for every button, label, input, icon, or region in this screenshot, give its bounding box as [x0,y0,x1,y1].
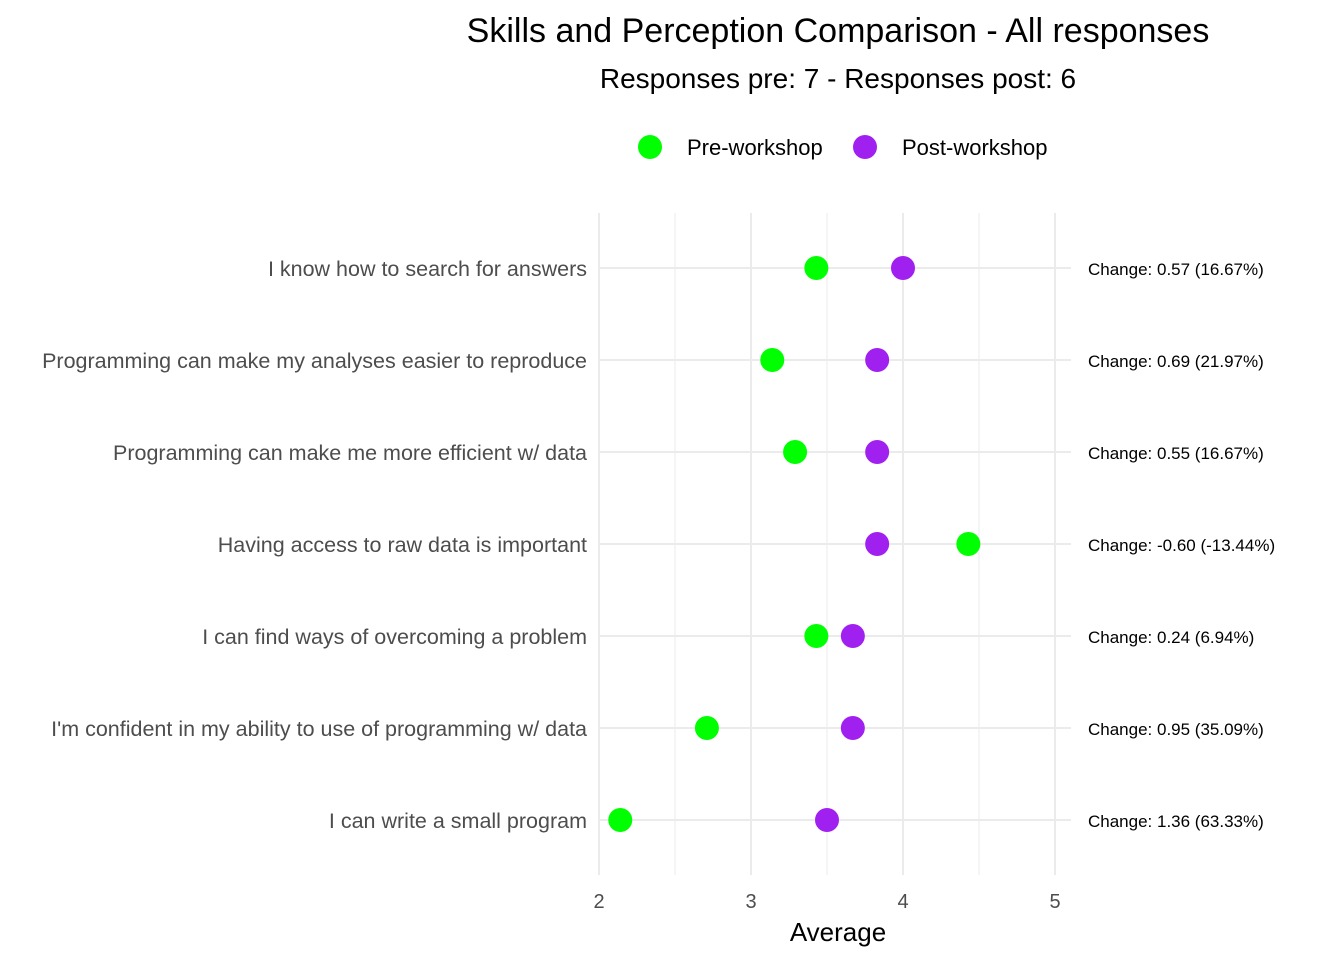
x-axis-title: Average [790,917,886,947]
x-tick-label: 3 [745,891,756,913]
pre-workshop-point [804,256,829,280]
legend: Pre-workshop Post-workshop [638,135,1048,160]
change-labels: Change: 0.57 (16.67%) Change: 0.69 (21.97… [1088,260,1275,831]
pre-workshop-point [760,348,785,372]
category-label: I can write a small program [329,809,587,833]
post-workshop-point [865,348,890,372]
category-label: I can find ways of overcoming a problem [202,625,587,649]
x-axis: 2 3 4 5 [593,891,1060,913]
chart-title: Skills and Perception Comparison - All r… [467,12,1210,50]
x-tick-label: 2 [593,891,604,913]
change-label: Change: 0.57 (16.67%) [1088,260,1264,279]
pre-workshop-point [608,808,633,832]
category-label: I'm confident in my ability to use of pr… [51,717,587,741]
pre-workshop-point [694,716,719,740]
post-workshop-point [840,716,865,740]
change-label: Change: 0.24 (6.94%) [1088,628,1254,647]
change-label: Change: -0.60 (-13.44%) [1088,536,1275,555]
plot-grid [598,213,1071,875]
change-label: Change: 0.55 (16.67%) [1088,444,1264,463]
change-label: Change: 1.36 (63.33%) [1088,812,1264,831]
category-labels: I know how to search for answers Programm… [42,257,587,833]
legend-pre-workshop-label: Pre-workshop [687,135,823,160]
x-tick-label: 4 [897,891,908,913]
pre-workshop-point [804,624,829,648]
chart-subtitle: Responses pre: 7 - Responses post: 6 [600,63,1076,94]
legend-pre-workshop-marker [638,135,662,159]
category-label: Having access to raw data is important [218,533,587,557]
category-label: Programming can make me more efficient w… [113,441,587,465]
change-label: Change: 0.69 (21.97%) [1088,352,1264,371]
pre-workshop-point [783,440,808,464]
post-workshop-point [891,256,915,280]
post-workshop-point [865,532,890,556]
legend-post-workshop-marker [853,135,877,159]
x-tick-label: 5 [1049,891,1060,913]
pre-workshop-point [956,532,981,556]
category-label: Programming can make my analyses easier … [42,349,587,373]
data-points [608,256,981,832]
post-workshop-point [840,624,865,648]
legend-post-workshop-label: Post-workshop [902,135,1048,160]
category-label: I know how to search for answers [268,257,587,281]
post-workshop-point [815,808,839,832]
change-label: Change: 0.95 (35.09%) [1088,720,1264,739]
post-workshop-point [865,440,890,464]
